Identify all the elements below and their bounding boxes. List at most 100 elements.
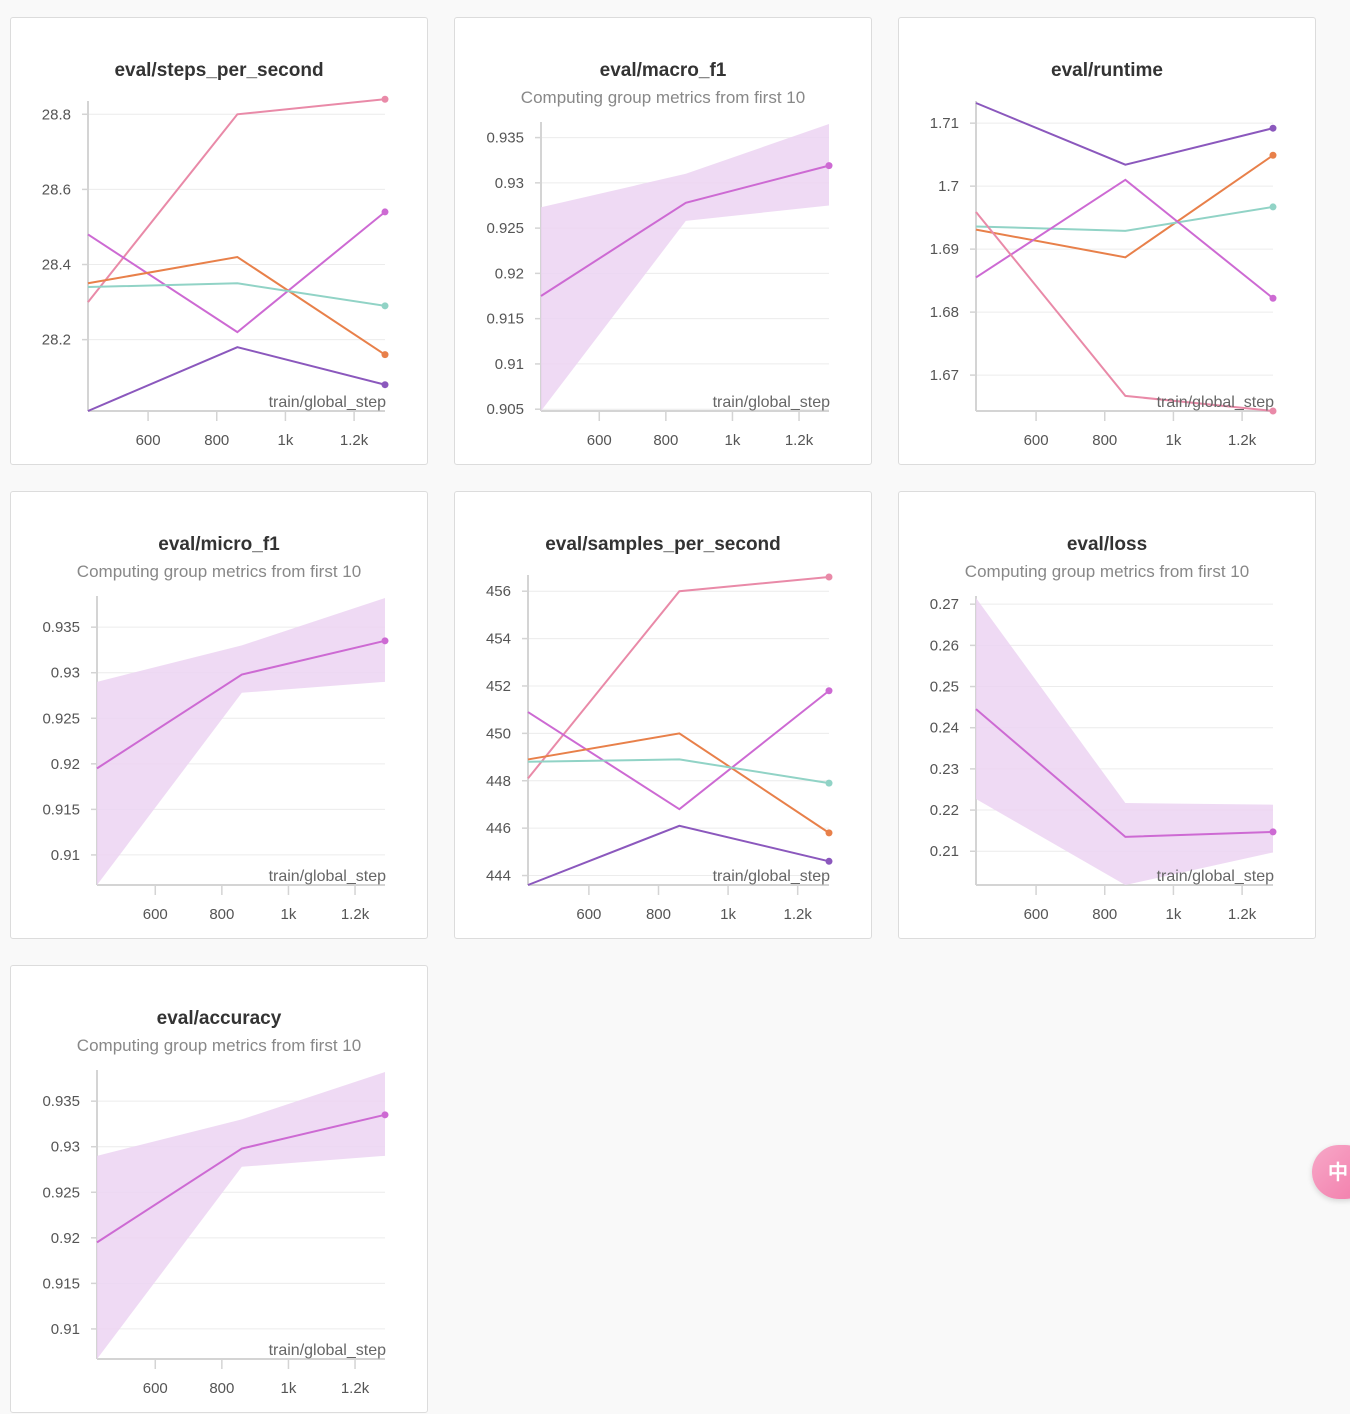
x-tick-label: 600 <box>1024 906 1049 923</box>
x-axis-title: train/global_step <box>1157 868 1275 885</box>
y-tick-label: 0.26 <box>930 637 959 654</box>
series-line-magenta <box>96 639 386 770</box>
x-tick-label: 1.2k <box>341 906 370 923</box>
min-max-band <box>541 124 829 411</box>
series-endpoint-purple <box>381 381 389 389</box>
x-tick-label: 600 <box>576 906 601 923</box>
x-tick-label: 600 <box>1024 432 1049 449</box>
series-line-magenta <box>96 1113 386 1244</box>
chart-subtitle: Computing group metrics from first 10 <box>76 562 362 581</box>
series-line-purple <box>87 346 386 412</box>
chart-subtitle: Computing group metrics from first 10 <box>520 88 806 107</box>
series-endpoint-magenta <box>825 687 833 695</box>
x-axis-title: train/global_step <box>713 394 831 411</box>
y-tick-label: 456 <box>486 583 511 600</box>
y-tick-label: 452 <box>486 678 511 695</box>
y-tick-label: 0.935 <box>42 619 80 636</box>
series-line-purple <box>975 102 1274 166</box>
y-tick-label: 28.8 <box>42 106 71 123</box>
x-tick-label: 800 <box>646 906 671 923</box>
chart-plot[interactable]: 0.905 0.91 0.915 0.92 0.925 0.93 0.935 600 800 1k… <box>455 18 873 466</box>
series-line-orange <box>87 255 386 356</box>
y-tick-label: 0.25 <box>930 679 959 696</box>
x-tick-label: 1.2k <box>1228 906 1257 923</box>
chart-panel-micro-f1[interactable]: eval/micro_f1 Computing group metrics fr… <box>10 491 428 939</box>
y-tick-label: 0.935 <box>42 1093 80 1110</box>
y-tick-label: 0.27 <box>930 596 959 613</box>
x-tick-label: 1.2k <box>340 432 369 449</box>
x-tick-label: 1k <box>278 432 294 449</box>
y-tick-label: 0.925 <box>42 710 80 727</box>
series-line-teal <box>527 758 830 785</box>
series-endpoint-orange <box>381 351 389 359</box>
x-tick-label: 1.2k <box>1228 432 1257 449</box>
series-endpoint-pink <box>1269 407 1277 415</box>
chart-title: eval/samples_per_second <box>545 534 781 555</box>
series-endpoint-magenta <box>381 637 389 645</box>
y-tick-label: 0.925 <box>42 1184 80 1201</box>
y-tick-label: 0.91 <box>51 847 80 864</box>
x-axis-title: train/global_step <box>269 394 387 411</box>
y-tick-label: 1.69 <box>930 241 959 258</box>
series-endpoint-teal <box>381 302 389 310</box>
chart-title: eval/accuracy <box>156 1008 282 1029</box>
x-tick-label: 1k <box>281 1380 297 1397</box>
series-line-magenta <box>87 211 386 334</box>
chart-panel-runtime[interactable]: eval/runtime 1.67 1.68 1.69 1.7 1.71 600 800 1k… <box>898 17 1316 465</box>
chart-subtitle: Computing group metrics from first 10 <box>964 562 1250 581</box>
chart-title: eval/macro_f1 <box>599 60 727 81</box>
series-line-magenta <box>540 164 830 297</box>
series-line-orange <box>527 732 830 834</box>
y-tick-label: 28.4 <box>42 257 71 274</box>
y-tick-label: 0.93 <box>495 175 524 192</box>
series-endpoint-orange <box>1269 151 1277 159</box>
y-tick-label: 0.92 <box>51 756 80 773</box>
y-tick-label: 1.68 <box>930 304 959 321</box>
y-tick-label: 0.92 <box>495 265 524 282</box>
y-tick-label: 444 <box>486 868 511 885</box>
y-tick-label: 450 <box>486 725 511 742</box>
chart-plot[interactable]: 28.2 28.4 28.6 28.8 600 800 1k 1.2k train/global… <box>11 18 429 466</box>
series-endpoint-teal <box>825 779 833 787</box>
y-tick-label: 0.935 <box>486 130 524 147</box>
chart-plot[interactable]: 0.91 0.915 0.92 0.925 0.93 0.935 600 800 1k 1.2k t… <box>11 492 429 940</box>
chart-panel-samples-per-second[interactable]: eval/samples_per_second 444 446 448 450 452 4… <box>454 491 872 939</box>
y-tick-label: 448 <box>486 773 511 790</box>
x-tick-label: 1k <box>725 432 741 449</box>
x-axis-title: train/global_step <box>1157 394 1275 411</box>
series-line-magenta <box>975 708 1274 838</box>
y-tick-label: 0.21 <box>930 843 959 860</box>
x-tick-label: 800 <box>204 432 229 449</box>
y-tick-label: 1.7 <box>938 178 959 195</box>
translate-icon[interactable]: 中 <box>1312 1145 1350 1199</box>
series-line-magenta <box>527 689 830 811</box>
series-line-pink <box>975 211 1274 412</box>
chart-panel-macro-f1[interactable]: eval/macro_f1 Computing group metrics fr… <box>454 17 872 465</box>
series-endpoint-teal <box>1269 203 1277 211</box>
y-tick-label: 28.6 <box>42 181 71 198</box>
chart-plot[interactable]: 1.67 1.68 1.69 1.7 1.71 600 800 1k 1.2k train/glo… <box>899 18 1317 466</box>
series-endpoint-pink <box>381 95 389 103</box>
translate-badge-label: 中 <box>1328 1160 1348 1184</box>
chart-plot[interactable]: 0.91 0.915 0.92 0.925 0.93 0.935 600 800 1k 1.2k t… <box>11 966 429 1414</box>
chart-panel-steps-per-second[interactable]: eval/steps_per_second 28.2 28.4 28.6 28.8 60… <box>10 17 428 465</box>
y-tick-label: 0.925 <box>486 220 524 237</box>
chart-panel-accuracy[interactable]: eval/accuracy Computing group metrics fr… <box>10 965 428 1413</box>
chart-title: eval/steps_per_second <box>114 60 324 81</box>
y-tick-label: 0.93 <box>51 1139 80 1156</box>
series-line-pink <box>527 576 830 780</box>
series-endpoint-magenta <box>1269 294 1277 302</box>
x-tick-label: 800 <box>1092 432 1117 449</box>
y-tick-label: 0.915 <box>42 801 80 818</box>
x-tick-label: 800 <box>209 906 234 923</box>
chart-panel-loss[interactable]: eval/loss Computing group metrics from f… <box>898 491 1316 939</box>
chart-title: eval/loss <box>1066 534 1148 555</box>
y-tick-label: 0.22 <box>930 802 959 819</box>
series-line-teal <box>975 205 1274 232</box>
series-endpoint-magenta <box>381 208 389 216</box>
y-tick-label: 0.24 <box>930 720 959 737</box>
chart-plot[interactable]: 444 446 448 450 452 454 456 600 800 1k 1.2k train/g… <box>455 492 873 940</box>
y-tick-label: 0.23 <box>930 761 959 778</box>
chart-plot[interactable]: 0.21 0.22 0.23 0.24 0.25 0.26 0.27 600 800 1k 1.2k… <box>899 492 1317 940</box>
min-max-band <box>976 598 1273 885</box>
